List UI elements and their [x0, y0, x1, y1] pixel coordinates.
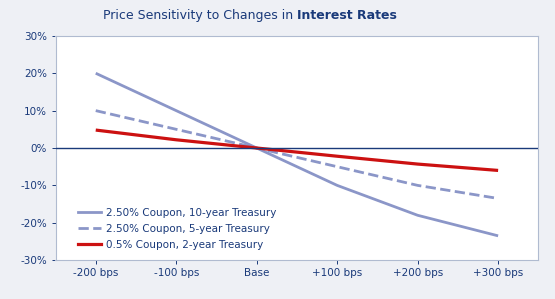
0.5% Coupon, 2-year Treasury [414, 162, 421, 166]
0.5% Coupon, 2-year Treasury [334, 154, 341, 158]
2.50% Coupon, 5-year Treasury [92, 109, 99, 112]
2.50% Coupon, 5-year Treasury [414, 184, 421, 187]
2.50% Coupon, 10-year Treasury [414, 213, 421, 217]
0.5% Coupon, 2-year Treasury [92, 128, 99, 132]
2.50% Coupon, 10-year Treasury [495, 234, 502, 238]
Text: Interest Rates: Interest Rates [297, 10, 397, 22]
2.50% Coupon, 5-year Treasury [334, 165, 341, 169]
Legend: 2.50% Coupon, 10-year Treasury, 2.50% Coupon, 5-year Treasury, 0.5% Coupon, 2-ye: 2.50% Coupon, 10-year Treasury, 2.50% Co… [75, 205, 280, 253]
2.50% Coupon, 10-year Treasury [253, 146, 260, 150]
2.50% Coupon, 10-year Treasury [92, 71, 99, 75]
Line: 0.5% Coupon, 2-year Treasury: 0.5% Coupon, 2-year Treasury [95, 130, 498, 170]
2.50% Coupon, 5-year Treasury [173, 127, 179, 131]
0.5% Coupon, 2-year Treasury [253, 146, 260, 150]
0.5% Coupon, 2-year Treasury [495, 169, 502, 172]
Line: 2.50% Coupon, 10-year Treasury: 2.50% Coupon, 10-year Treasury [95, 73, 498, 236]
2.50% Coupon, 5-year Treasury [495, 197, 502, 200]
Text: Price Sensitivity to Changes in: Price Sensitivity to Changes in [103, 10, 297, 22]
2.50% Coupon, 10-year Treasury [334, 184, 341, 187]
2.50% Coupon, 10-year Treasury [173, 109, 179, 112]
2.50% Coupon, 5-year Treasury [253, 146, 260, 150]
Line: 2.50% Coupon, 5-year Treasury: 2.50% Coupon, 5-year Treasury [95, 111, 498, 199]
0.5% Coupon, 2-year Treasury [173, 138, 179, 142]
